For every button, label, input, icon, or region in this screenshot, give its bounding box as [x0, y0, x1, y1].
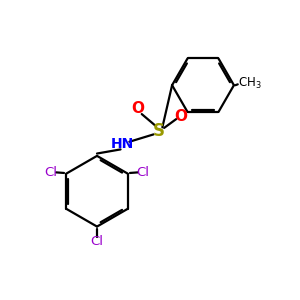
Text: O: O — [174, 109, 188, 124]
Text: S: S — [153, 122, 165, 140]
Text: CH$_3$: CH$_3$ — [238, 76, 262, 91]
Text: Cl: Cl — [136, 166, 149, 178]
Text: O: O — [132, 101, 145, 116]
Text: Cl: Cl — [91, 236, 103, 248]
Text: Cl: Cl — [45, 166, 58, 178]
Text: HN: HN — [110, 137, 134, 151]
